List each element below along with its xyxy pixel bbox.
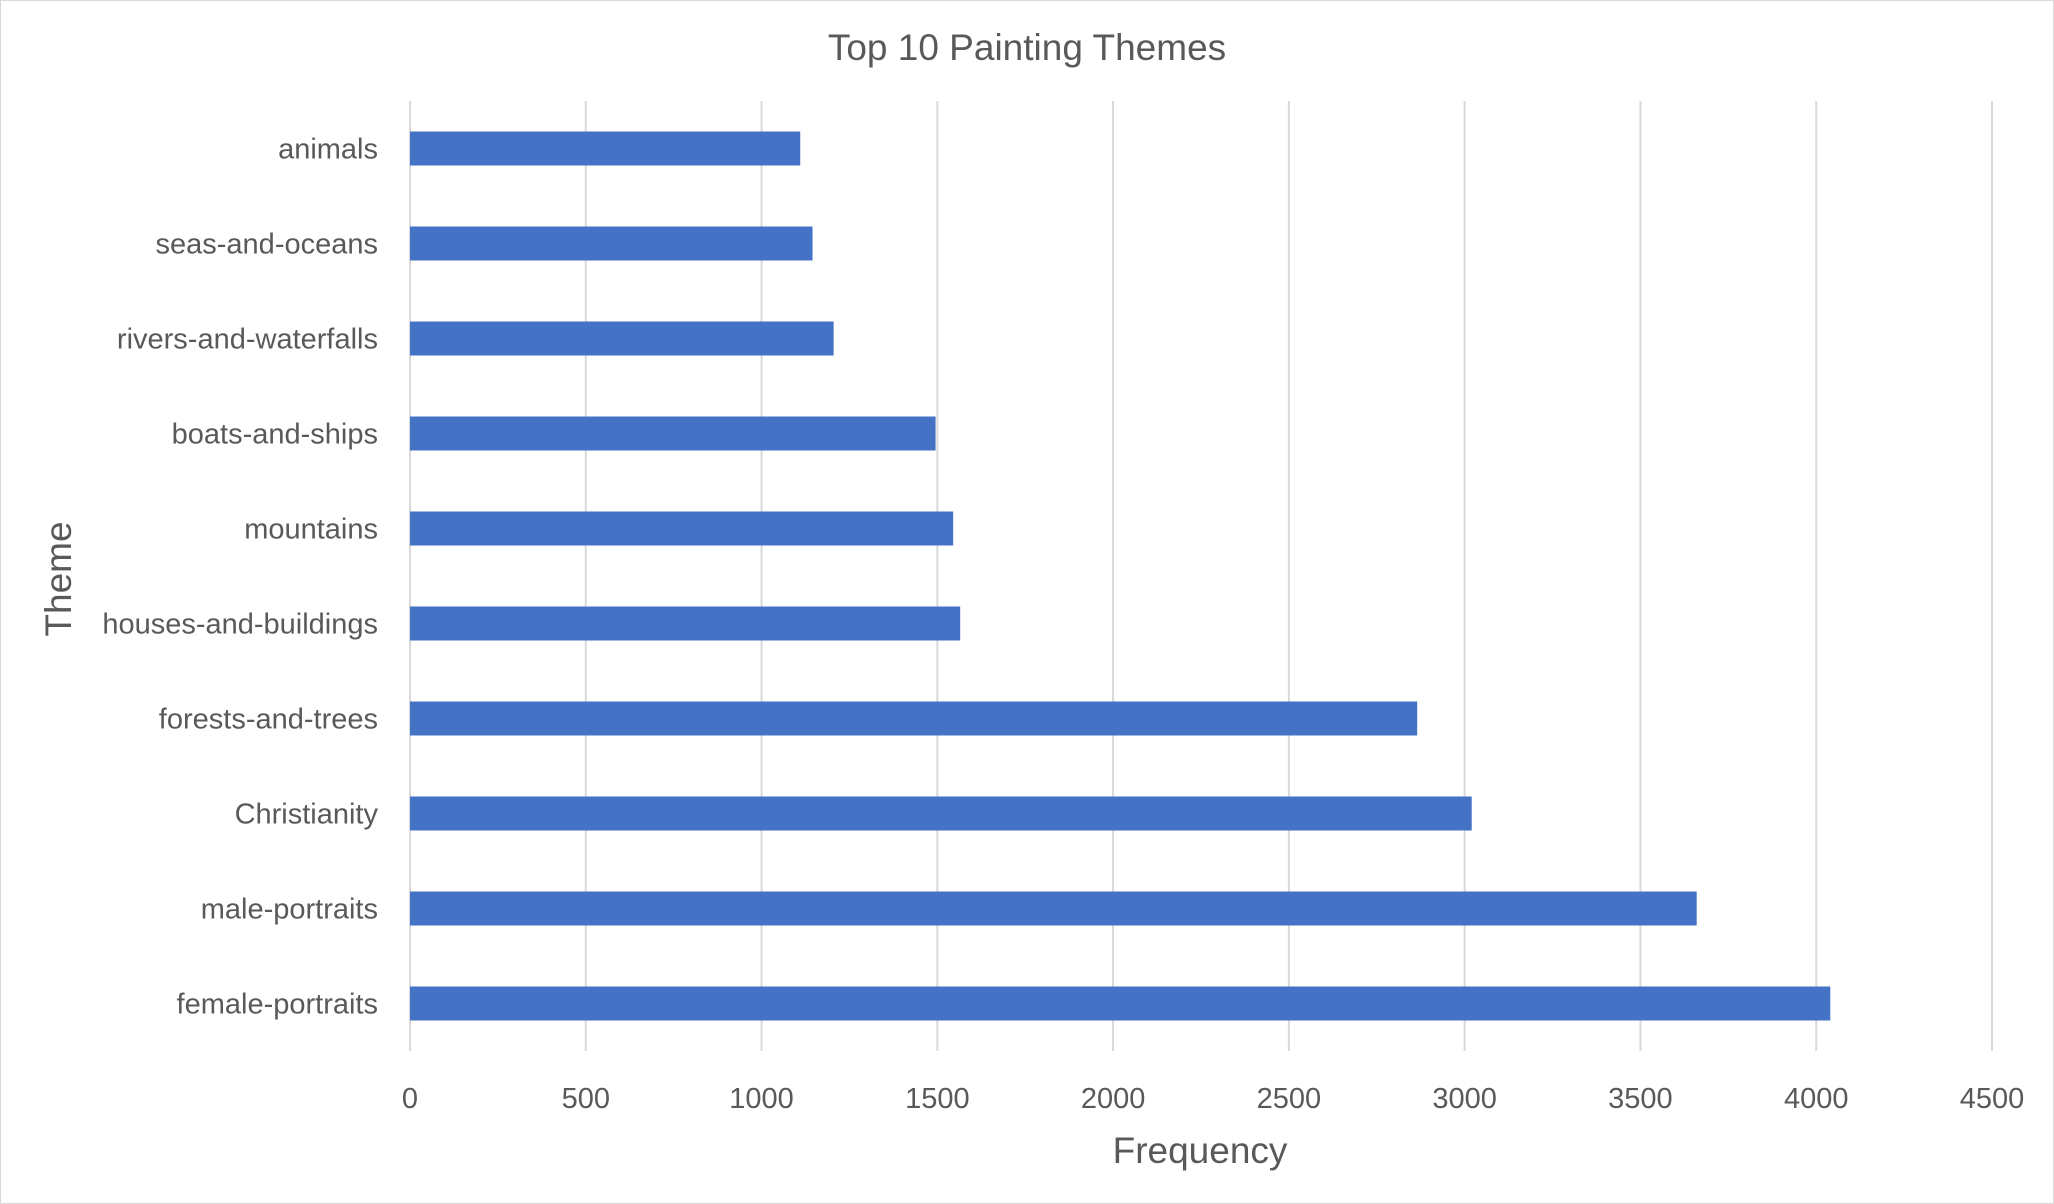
bar-male-portraits [410, 891, 1697, 926]
bar-seas-and-oceans [410, 226, 813, 261]
bar-female-portraits [410, 986, 1831, 1021]
bars [410, 131, 1831, 1021]
x-tick-label: 0 [402, 1083, 418, 1115]
x-tick-labels: 0 500 1000 1500 2000 2500 3000 3500 4000 4500 [402, 1083, 2024, 1115]
category-label: rivers-and-waterfalls [117, 324, 378, 356]
bar-houses-and-buildings [410, 606, 961, 641]
category-label: female-portraits [177, 989, 378, 1021]
x-tick-label: 2500 [1257, 1083, 1322, 1115]
x-axis-title: Frequency [1113, 1130, 1288, 1171]
chart-title: Top 10 Painting Themes [828, 27, 1226, 68]
bar-boats-and-ships [410, 416, 936, 451]
x-tick-label: 2000 [1081, 1083, 1146, 1115]
category-label: seas-and-oceans [156, 229, 378, 261]
x-tick-label: 500 [562, 1083, 610, 1115]
bar-christianity [410, 796, 1472, 831]
category-labels: animals seas-and-oceans rivers-and-waterfa… [102, 134, 378, 1021]
x-tick-label: 1500 [905, 1083, 970, 1115]
bar-rivers-and-waterfalls [410, 321, 834, 356]
category-label: animals [278, 134, 378, 166]
x-tick-label: 3000 [1432, 1083, 1497, 1115]
bar-animals [410, 131, 801, 166]
y-axis-title: Theme [38, 521, 79, 636]
x-tick-label: 4000 [1784, 1083, 1849, 1115]
category-label: Christianity [235, 799, 379, 831]
x-tick-label: 3500 [1608, 1083, 1673, 1115]
category-label: mountains [244, 514, 378, 546]
x-tick-label: 1000 [729, 1083, 794, 1115]
bar-forests-and-trees [410, 701, 1418, 736]
category-label: male-portraits [201, 894, 378, 926]
category-label: houses-and-buildings [102, 609, 378, 641]
bar-mountains [410, 511, 954, 546]
category-label: forests-and-trees [159, 704, 378, 736]
category-label: boats-and-ships [172, 419, 378, 451]
x-tick-label: 4500 [1960, 1083, 2025, 1115]
